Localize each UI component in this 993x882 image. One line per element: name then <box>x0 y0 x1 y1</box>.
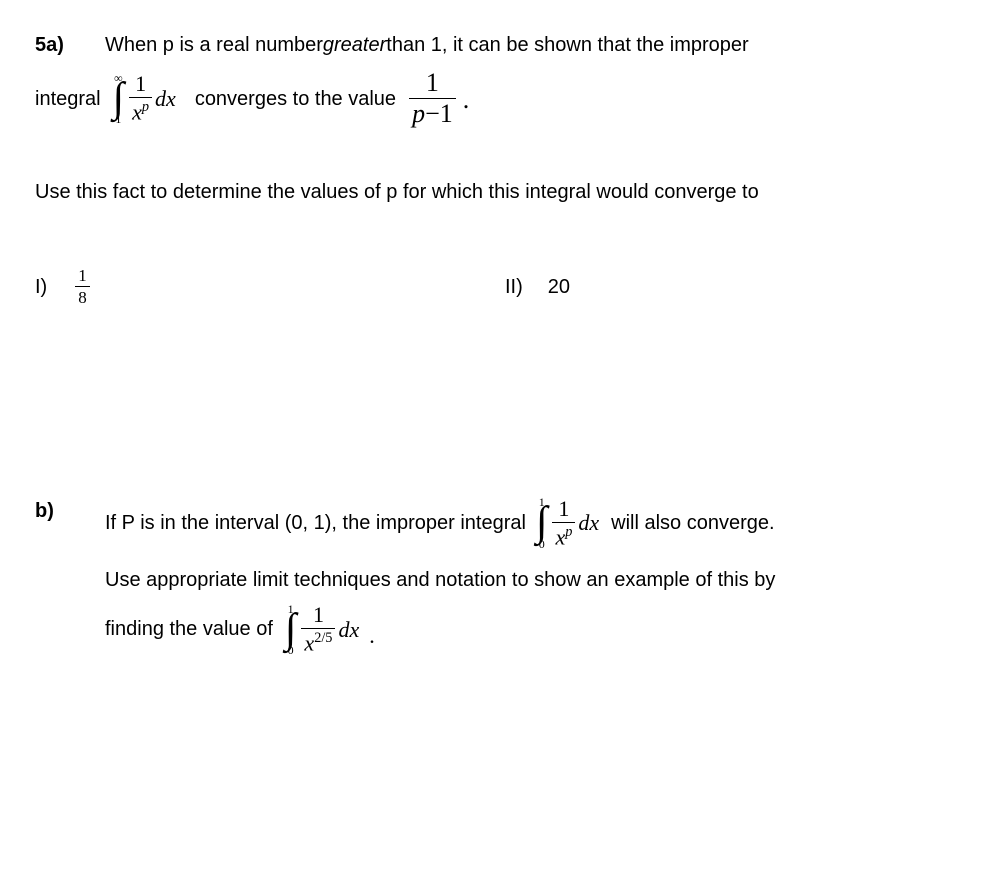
integral-symbol-icon: ∫ <box>113 82 125 116</box>
integral-symbol-icon: ∫ <box>285 613 297 647</box>
period-2: . <box>369 619 375 652</box>
integral-sign-1: ∞ ∫ 1 <box>113 72 125 126</box>
problem-5b-line2: Use appropriate limit techniques and not… <box>105 565 958 595</box>
problem-5b-line1: If P is in the interval (0, 1), the impr… <box>105 496 958 550</box>
subparts-row: I) 1 8 II) 20 <box>35 267 958 306</box>
frac-int3: 1 x2/5 <box>301 604 335 654</box>
subpart-I: I) 1 8 <box>35 267 505 306</box>
frac-int2-den: xp <box>552 523 575 548</box>
frac-I: 1 8 <box>75 267 90 306</box>
integral-symbol-icon: ∫ <box>536 506 548 540</box>
text-5a-1-post: than 1, it can be shown that the imprope… <box>386 30 748 60</box>
frac-int1-num: 1 <box>132 73 149 97</box>
text-converges: converges to the value <box>195 84 396 114</box>
label-I: I) <box>35 272 47 302</box>
problem-5b-line3: finding the value of 1 ∫ 0 1 x2/5 <box>105 603 958 657</box>
problem-5a-line3: Use this fact to determine the values of… <box>35 177 958 207</box>
subpart-II: II) 20 <box>505 267 570 306</box>
period-1: . <box>463 80 470 119</box>
integrand-1: 1 xp dx <box>126 73 176 123</box>
dx-1: dx <box>155 82 176 115</box>
int3-lower: 0 <box>288 644 294 656</box>
text-5b-4: finding the value of <box>105 614 273 644</box>
text-use-fact: Use this fact to determine the values of… <box>35 177 759 207</box>
integral-3: 1 ∫ 0 1 x2/5 dx <box>285 603 359 657</box>
integral-sign-3: 1 ∫ 0 <box>285 603 297 657</box>
text-5b-1: If P is in the interval (0, 1), the impr… <box>105 508 526 538</box>
int1-lower: 1 <box>115 113 121 125</box>
integral-sign-2: 1 ∫ 0 <box>536 496 548 550</box>
frac-result-den: p−1 <box>409 99 456 127</box>
frac-int3-num: 1 <box>310 604 327 628</box>
problem-5a-line1: 5a) When p is a real number greater than… <box>35 30 958 60</box>
frac-result: 1 p−1 <box>409 70 456 127</box>
integral-2: 1 ∫ 0 1 xp dx <box>536 496 599 550</box>
integrand-3: 1 x2/5 dx <box>298 604 359 654</box>
frac-I-num: 1 <box>75 267 90 286</box>
label-5b: b) <box>35 496 105 656</box>
text-integral-word: integral <box>35 84 101 114</box>
text-5a-1-italic: greater <box>323 30 386 60</box>
dx-2: dx <box>578 506 599 539</box>
problem-5b: b) If P is in the interval (0, 1), the i… <box>35 496 958 656</box>
frac-result-num: 1 <box>423 70 442 98</box>
problem-5b-body: If P is in the interval (0, 1), the impr… <box>105 496 958 656</box>
dx-3: dx <box>338 613 359 646</box>
int2-lower: 0 <box>539 538 545 550</box>
frac-int1-den: xp <box>129 98 152 123</box>
frac-I-den: 8 <box>75 287 90 306</box>
problem-container: 5a) When p is a real number greater than… <box>35 30 958 656</box>
text-5b-2: will also converge. <box>611 508 774 538</box>
label-II: II) <box>505 272 523 302</box>
frac-int3-den: x2/5 <box>301 629 335 654</box>
text-5b-3: Use appropriate limit techniques and not… <box>105 565 775 595</box>
frac-int2-num: 1 <box>555 498 572 522</box>
text-5a-1-pre: When p is a real number <box>105 30 323 60</box>
integrand-2: 1 xp dx <box>549 498 599 548</box>
frac-int1: 1 xp <box>129 73 152 123</box>
problem-5a-line2: integral ∞ ∫ 1 1 xp dx converges to the … <box>35 70 958 127</box>
frac-int2: 1 xp <box>552 498 575 548</box>
integral-1: ∞ ∫ 1 1 xp dx <box>113 72 176 126</box>
value-II: 20 <box>548 272 570 302</box>
label-5a: 5a) <box>35 30 105 60</box>
